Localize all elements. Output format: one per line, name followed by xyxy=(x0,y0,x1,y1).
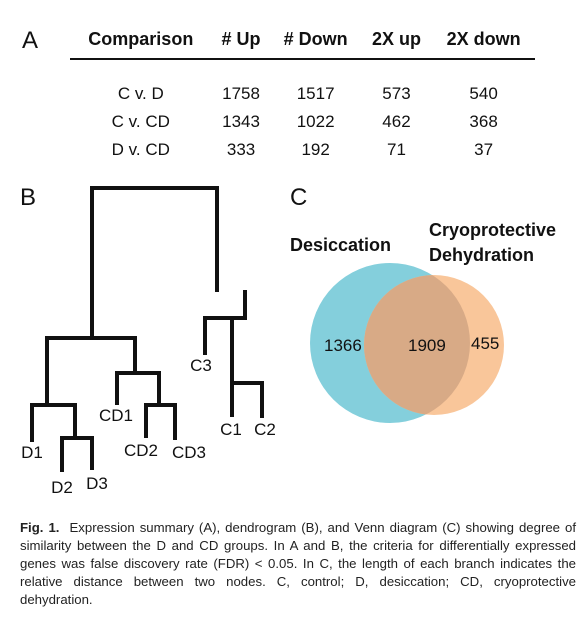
table-cell: C v. CD xyxy=(111,112,170,131)
table-cell: 192 xyxy=(301,140,330,159)
table-cell: 1758 xyxy=(222,84,260,103)
table-row: C v. CD 1343 1022 462 368 xyxy=(70,108,535,136)
dendrogram-leaf-label: D1 xyxy=(21,443,43,462)
panel-label-a: A xyxy=(22,27,39,54)
table-cell: C v. D xyxy=(117,84,164,103)
table-cell: 71 xyxy=(387,140,406,159)
table-cell: 1517 xyxy=(296,84,335,103)
column-header: 2X down xyxy=(432,24,535,60)
table-cell: 540 xyxy=(469,84,498,103)
venn-set-label-cryo-line2: Dehydration xyxy=(429,245,534,265)
figure-caption-text: Expression summary (A), dendrogram (B), … xyxy=(20,520,577,607)
expression-summary-table: Comparison # Up # Down 2X up 2X down C v… xyxy=(70,24,535,164)
dendrogram-leaf-label: C1 xyxy=(220,420,242,439)
dendrogram-cd2-cd3-branch xyxy=(144,403,177,440)
venn-count-overlap: 1909 xyxy=(408,336,446,355)
dendrogram-root-branch xyxy=(90,186,219,340)
table-cell: 1022 xyxy=(296,112,335,131)
dendrogram-leaf-label: CD1 xyxy=(99,406,133,425)
dendrogram xyxy=(30,186,264,472)
dendrogram-leaf-label: D2 xyxy=(51,478,73,497)
table-cell: 573 xyxy=(382,84,411,103)
dendrogram-leaf-label: D3 xyxy=(86,474,108,493)
table-cell: 462 xyxy=(382,112,411,131)
dendrogram-cd-branch xyxy=(115,371,161,407)
column-header: Comparison xyxy=(70,24,212,60)
venn-set-label-cryo-line1: Cryoprotective xyxy=(429,220,556,240)
dendrogram-d-cd-branch xyxy=(45,336,137,407)
dendrogram-d2-d3-branch xyxy=(60,436,94,472)
figure-caption: Fig. 1. Expression summary (A), dendrogr… xyxy=(20,519,576,609)
panel-label-b: B xyxy=(20,184,37,211)
column-header: 2X up xyxy=(360,24,433,60)
dendrogram-d-branch xyxy=(30,403,77,442)
column-header: # Down xyxy=(270,24,361,60)
venn-overlap-region xyxy=(364,275,470,415)
dendrogram-c1-c2-branch xyxy=(230,381,264,418)
table-header-row: Comparison # Up # Down 2X up 2X down xyxy=(70,24,535,60)
dendrogram-leaf-label: C3 xyxy=(190,356,212,375)
venn-count-cryo-only: 455 xyxy=(471,334,499,353)
table-cell: D v. CD xyxy=(111,140,170,159)
table-cell: 1343 xyxy=(222,112,260,131)
figure-caption-label: Fig. 1. xyxy=(20,520,60,535)
panel-label-c: C xyxy=(290,184,308,211)
dendrogram-leaf-label: CD3 xyxy=(172,443,206,462)
table-cell: 37 xyxy=(474,140,494,159)
table-cell: 368 xyxy=(469,112,498,131)
column-header: # Up xyxy=(211,24,271,60)
table-cell: 333 xyxy=(226,140,256,159)
table-row: D v. CD 333 192 71 37 xyxy=(70,136,535,164)
figure-graphics: D1 D2 D3 CD1 CD2 CD3 C3 C1 C2 Desiccatio… xyxy=(21,186,556,497)
venn-diagram xyxy=(310,263,504,423)
dendrogram-leaf-label: CD2 xyxy=(124,441,158,460)
dendrogram-leaf-label: C2 xyxy=(254,420,276,439)
table-row: C v. D 1758 1517 573 540 xyxy=(70,59,535,108)
venn-set-label-desiccation: Desiccation xyxy=(290,235,391,255)
venn-count-desiccation-only: 1366 xyxy=(324,336,362,355)
